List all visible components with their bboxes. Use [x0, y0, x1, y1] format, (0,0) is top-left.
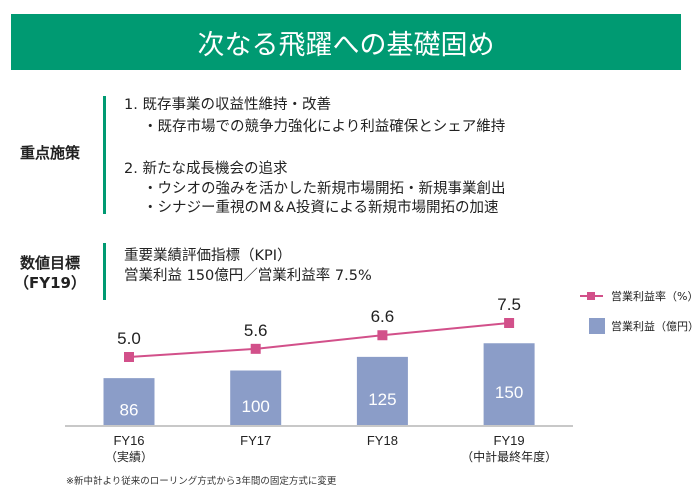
legend-label: 営業利益（億円） [611, 319, 699, 333]
rate-marker [377, 330, 388, 341]
bar [230, 370, 282, 425]
page-title: 次なる飛躍への基礎固め [197, 29, 495, 61]
rate-marker [504, 318, 515, 328]
kpi-line: 営業利益 150億円／営業利益率 7.5% [124, 268, 372, 284]
rate-label: 5.6 [244, 321, 268, 340]
bar-label: 86 [120, 401, 139, 420]
kpi-line: 重要業績評価指標（KPI） [124, 248, 292, 264]
bar [356, 356, 408, 425]
legend-bar-swatch [589, 318, 605, 334]
bar-label: 125 [368, 390, 396, 409]
measure-item: 2. 新たな成長機会の追求 [124, 161, 288, 177]
rate-marker [124, 352, 134, 362]
x-tick-sublabel: （中計最終年度） [461, 449, 557, 464]
x-tick-label: FY18 [367, 433, 398, 448]
rate-line [128, 322, 510, 358]
footnote: ※新中計より従来のローリング方式から3年間の固定方式に変更 [66, 476, 337, 487]
measure-item: ・ウシオの強みを活かした新規市場開拓・新規事業創出 [143, 181, 506, 197]
rate-label: 5.0 [117, 329, 141, 348]
targets-label-year: （FY19） [14, 274, 86, 292]
bar [103, 378, 155, 425]
measure-item: ・既存市場での競争力強化により利益確保とシェア維持 [143, 119, 506, 135]
measure-item: 1. 既存事業の収益性維持・改善 [124, 97, 331, 113]
legend-label: 営業利益率（%） [611, 289, 698, 303]
x-tick-label: FY16 [113, 433, 144, 448]
divider [103, 243, 106, 300]
title-bar: 次なる飛躍への基礎固め [11, 14, 681, 70]
measure-item: ・シナジー重視のM＆A投資による新規市場開拓の加速 [143, 200, 499, 216]
x-tick-sublabel: （実績） [105, 449, 153, 464]
measures-label: 重点施策 [19, 144, 80, 162]
targets-label: 数値目標 [19, 254, 80, 272]
bar-label: 100 [242, 397, 270, 416]
rate-marker [250, 343, 261, 354]
rate-label: 6.6 [371, 307, 395, 326]
legend-line-marker [587, 292, 595, 300]
x-tick-label: FY17 [240, 433, 271, 448]
bar [483, 343, 535, 425]
divider [103, 96, 106, 214]
x-tick-label: FY19 [494, 433, 525, 448]
rate-label: 7.5 [497, 295, 521, 314]
bar-label: 150 [495, 383, 523, 402]
